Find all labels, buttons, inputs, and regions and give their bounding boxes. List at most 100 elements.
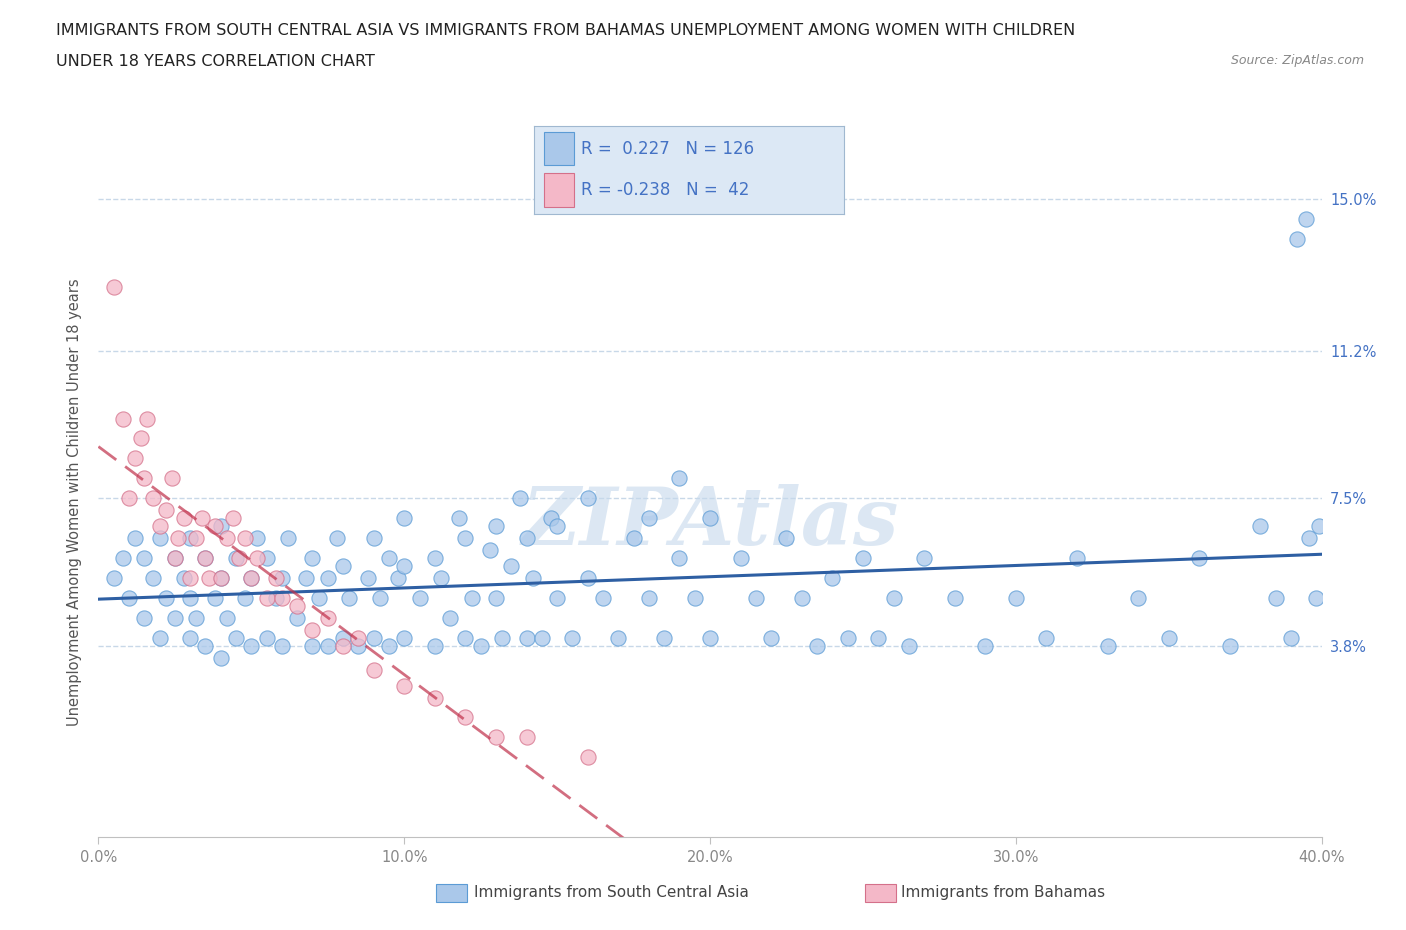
Point bbox=[683, 591, 706, 605]
Point bbox=[1188, 551, 1211, 565]
Point bbox=[1298, 531, 1320, 546]
Point bbox=[160, 471, 183, 485]
Point bbox=[699, 511, 721, 525]
Point bbox=[103, 570, 125, 585]
Point bbox=[1279, 631, 1302, 645]
Point bbox=[897, 638, 920, 653]
Point bbox=[423, 551, 446, 565]
Point bbox=[607, 631, 630, 645]
Point bbox=[337, 591, 360, 605]
Point bbox=[194, 551, 217, 565]
Point bbox=[1157, 631, 1180, 645]
Point bbox=[256, 551, 278, 565]
Point bbox=[118, 591, 141, 605]
Point bbox=[546, 519, 568, 534]
Point bbox=[470, 638, 492, 653]
Point bbox=[392, 511, 416, 525]
Text: R =  0.227   N = 126: R = 0.227 N = 126 bbox=[581, 140, 754, 157]
Point bbox=[1035, 631, 1057, 645]
Point bbox=[408, 591, 430, 605]
Point bbox=[974, 638, 997, 653]
Point bbox=[129, 431, 152, 445]
Point bbox=[186, 610, 208, 625]
Point bbox=[301, 551, 323, 565]
Point bbox=[347, 638, 370, 653]
Point bbox=[522, 570, 544, 585]
Point bbox=[478, 542, 501, 557]
Point bbox=[191, 511, 214, 525]
Point bbox=[225, 631, 247, 645]
Point bbox=[142, 570, 165, 585]
Point bbox=[163, 551, 186, 565]
Point bbox=[308, 591, 330, 605]
Point bbox=[501, 559, 523, 574]
Point bbox=[745, 591, 768, 605]
Point bbox=[652, 631, 675, 645]
Point bbox=[209, 519, 232, 534]
Point bbox=[423, 638, 446, 653]
Point bbox=[155, 591, 177, 605]
Point bbox=[1128, 591, 1150, 605]
Point bbox=[316, 570, 339, 585]
Y-axis label: Unemployment Among Women with Children Under 18 years: Unemployment Among Women with Children U… bbox=[67, 278, 83, 726]
Bar bbox=[544, 132, 575, 166]
Point bbox=[730, 551, 752, 565]
Point bbox=[167, 531, 190, 546]
Point bbox=[516, 730, 538, 745]
Point bbox=[124, 451, 146, 466]
Text: Immigrants from Bahamas: Immigrants from Bahamas bbox=[901, 885, 1105, 900]
Point bbox=[194, 551, 217, 565]
Point bbox=[246, 551, 269, 565]
Point bbox=[392, 678, 416, 693]
Point bbox=[301, 638, 323, 653]
Point bbox=[392, 559, 416, 574]
Point bbox=[240, 570, 263, 585]
Point bbox=[868, 631, 890, 645]
Point bbox=[1249, 519, 1271, 534]
Point bbox=[378, 551, 401, 565]
Point bbox=[246, 531, 269, 546]
Point bbox=[134, 471, 156, 485]
Point bbox=[228, 551, 250, 565]
Point bbox=[111, 411, 134, 426]
Point bbox=[699, 631, 721, 645]
Point bbox=[209, 570, 232, 585]
Point bbox=[1066, 551, 1088, 565]
Point bbox=[485, 591, 508, 605]
Point bbox=[806, 638, 828, 653]
Point bbox=[363, 631, 385, 645]
Point bbox=[233, 531, 256, 546]
Point bbox=[1305, 591, 1327, 605]
Point bbox=[509, 491, 531, 506]
Point bbox=[821, 570, 844, 585]
Point bbox=[1286, 232, 1309, 246]
Point bbox=[430, 570, 453, 585]
Point bbox=[256, 631, 278, 645]
Point bbox=[491, 631, 513, 645]
Point bbox=[912, 551, 935, 565]
Point bbox=[454, 631, 477, 645]
Point bbox=[576, 491, 599, 506]
Point bbox=[270, 591, 292, 605]
Point bbox=[1295, 212, 1317, 227]
Point bbox=[1264, 591, 1286, 605]
Point bbox=[485, 519, 508, 534]
Point bbox=[186, 531, 208, 546]
Point bbox=[301, 622, 323, 637]
Point bbox=[790, 591, 813, 605]
Text: ZIPAtlas: ZIPAtlas bbox=[522, 484, 898, 561]
Point bbox=[285, 610, 308, 625]
Point bbox=[163, 610, 186, 625]
Point bbox=[759, 631, 782, 645]
Point bbox=[530, 631, 553, 645]
Point bbox=[356, 570, 378, 585]
Text: IMMIGRANTS FROM SOUTH CENTRAL ASIA VS IMMIGRANTS FROM BAHAMAS UNEMPLOYMENT AMONG: IMMIGRANTS FROM SOUTH CENTRAL ASIA VS IM… bbox=[56, 23, 1076, 38]
Point bbox=[1004, 591, 1026, 605]
Point bbox=[173, 570, 195, 585]
Point bbox=[347, 631, 370, 645]
Point bbox=[240, 638, 263, 653]
Point bbox=[134, 610, 156, 625]
Point bbox=[136, 411, 159, 426]
Point bbox=[149, 531, 172, 546]
Bar bbox=[544, 173, 575, 206]
